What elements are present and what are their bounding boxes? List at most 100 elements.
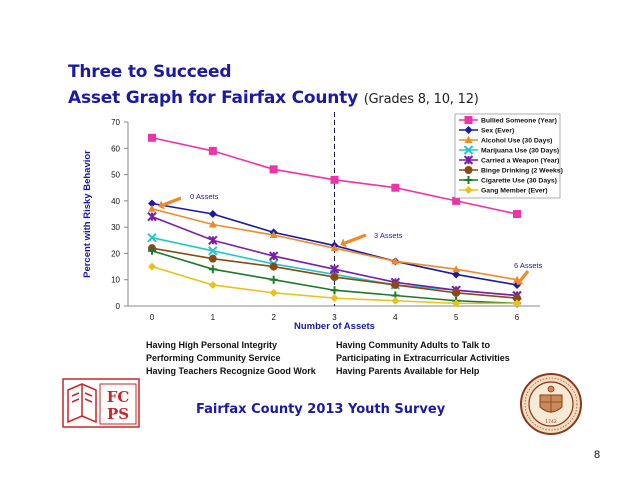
- data-point: [330, 286, 339, 295]
- data-point: [269, 288, 278, 297]
- asset-item: Performing Community Service: [146, 353, 281, 363]
- data-point: [269, 231, 278, 239]
- legend-entry: Binge Drinking (2 Weeks): [481, 168, 563, 175]
- legend-entry: Gang Member (Ever): [481, 188, 547, 195]
- annotation-arrow: [162, 196, 182, 207]
- data-point: [208, 235, 218, 245]
- legend-entry: Cigarette Use (30 Days): [481, 178, 557, 185]
- annotation-label: 0 Assets: [190, 192, 219, 201]
- data-point: [269, 262, 278, 271]
- asset-item: Having Teachers Recognize Good Work: [146, 366, 316, 376]
- y-tick-label: 70: [111, 118, 120, 127]
- y-tick-label: 60: [111, 144, 120, 153]
- x-tick-label: 3: [332, 313, 337, 322]
- seal-year: 1742: [545, 419, 557, 425]
- data-point: [452, 270, 461, 279]
- svg-text:FC: FC: [107, 388, 130, 406]
- data-point: [452, 265, 461, 273]
- slide-subtitle-text: Asset Graph for Fairfax County: [68, 88, 358, 108]
- fcps-logo: FC PS: [62, 378, 140, 428]
- y-tick-label: 50: [111, 171, 120, 180]
- y-tick-label: 10: [111, 276, 120, 285]
- chart-series: [147, 133, 522, 308]
- legend-marker: [463, 155, 474, 165]
- y-tick-label: 40: [111, 197, 120, 206]
- series-0: [148, 133, 521, 218]
- legend-entry: Carried a Weapon (Year): [481, 158, 559, 165]
- annotation-arrow: [518, 270, 530, 282]
- x-tick-label: 2: [271, 313, 276, 322]
- legend-box: [454, 113, 561, 199]
- data-point: [391, 296, 400, 305]
- legend-marker: [463, 145, 474, 155]
- data-point: [208, 280, 217, 289]
- legend-marker: [464, 126, 473, 134]
- data-point: [208, 220, 217, 228]
- data-point: [148, 246, 156, 255]
- slide-title-text: Three to Succeed: [68, 62, 232, 82]
- data-point: [148, 262, 156, 271]
- annotation-arrowhead: [158, 200, 165, 210]
- asset-item: Having Parents Available for Help: [336, 366, 480, 376]
- data-point: [268, 251, 279, 261]
- annotation-label: 6 Assets: [514, 261, 543, 270]
- chart-annotations: 0 Assets 3 Assets 6 Assets: [158, 192, 543, 285]
- legend-marker: [464, 176, 473, 184]
- svg-text:PS: PS: [107, 405, 129, 423]
- data-point: [391, 257, 400, 265]
- data-point: [148, 199, 156, 208]
- annotation-arrowhead: [340, 238, 347, 248]
- x-tick-label: 5: [454, 313, 459, 322]
- survey-title: Fairfax County 2013 Youth Survey: [196, 402, 446, 417]
- data-point: [513, 294, 521, 303]
- data-point: [330, 273, 339, 282]
- data-point: [513, 210, 521, 218]
- x-tick-label: 6: [515, 313, 520, 322]
- data-point: [147, 211, 157, 222]
- county-seal: 1742: [520, 373, 582, 435]
- legend-entry: Sex (Ever): [481, 128, 514, 135]
- data-point: [208, 146, 217, 155]
- asset-item: Participating in Extracurricular Activit…: [336, 353, 510, 363]
- data-point: [391, 183, 400, 192]
- data-point: [330, 244, 339, 252]
- data-point: [391, 280, 400, 289]
- asset-item: Having Community Adults to Talk to: [336, 340, 491, 350]
- legend-entry: Marijuana Use (30 Days): [481, 148, 559, 155]
- assets-list-right: Having Community Adults to Talk to Parti…: [336, 339, 510, 378]
- legend-marker: [464, 136, 473, 143]
- slide-title-line1: Three to Succeed: [68, 62, 232, 82]
- legend-entry: Alcohol Use (30 Days): [481, 138, 552, 145]
- data-point: [147, 232, 157, 243]
- data-point: [208, 210, 217, 218]
- legend-marker: [464, 116, 473, 124]
- series-7: [148, 262, 521, 308]
- legend-marker: [464, 186, 473, 194]
- data-point: [208, 254, 217, 263]
- x-tick-label: 4: [393, 313, 398, 322]
- annotation-arrow: [344, 233, 367, 245]
- grades-label: (Grades 8, 10, 12): [363, 92, 479, 107]
- page-number: 8: [594, 449, 601, 461]
- x-tick-label: 1: [211, 313, 216, 322]
- y-tick-label: 20: [111, 249, 120, 258]
- data-point: [329, 264, 340, 274]
- assets-list-left: Having High Personal Integrity Performin…: [146, 339, 316, 378]
- chart-legend: Bullied Someone (Year) Sex (Ever) Alcohol …: [454, 113, 563, 199]
- data-point: [330, 294, 339, 303]
- data-point: [269, 275, 278, 284]
- x-axis-label: Number of Assets: [294, 321, 375, 332]
- x-tick-label: 0: [150, 313, 155, 322]
- annotation-arrowhead: [516, 277, 524, 285]
- data-point: [148, 204, 156, 212]
- data-point: [208, 246, 218, 256]
- legend-entry: Bullied Someone (Year): [481, 118, 557, 125]
- data-point: [452, 299, 461, 308]
- data-point: [513, 299, 521, 308]
- y-axis-label: Percent with Risky Behavior: [82, 150, 93, 278]
- data-point: [269, 165, 278, 174]
- series-5: [148, 244, 521, 303]
- data-point: [452, 288, 461, 297]
- slide-title-line2: Asset Graph for Fairfax County (Grades 8…: [68, 88, 479, 108]
